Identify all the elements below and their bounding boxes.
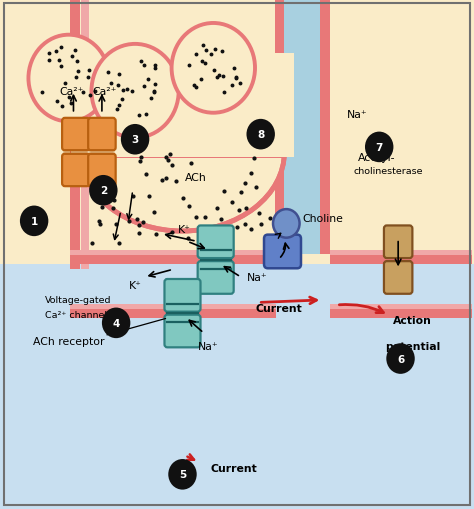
Text: 3: 3 <box>131 135 139 145</box>
Text: Ca²⁺: Ca²⁺ <box>92 87 117 97</box>
Text: K⁺: K⁺ <box>128 280 141 290</box>
FancyBboxPatch shape <box>198 262 234 294</box>
Text: Ca²⁺: Ca²⁺ <box>59 87 83 97</box>
Circle shape <box>365 132 393 163</box>
FancyBboxPatch shape <box>384 226 412 259</box>
Text: cholinesterase: cholinesterase <box>353 166 423 176</box>
Text: Current: Current <box>256 303 303 313</box>
Bar <box>76 64 289 153</box>
FancyBboxPatch shape <box>88 119 116 151</box>
Circle shape <box>89 176 118 206</box>
Bar <box>71 53 294 158</box>
Circle shape <box>121 125 149 155</box>
Text: Na⁺: Na⁺ <box>246 272 267 282</box>
Bar <box>320 0 330 254</box>
Text: K⁺: K⁺ <box>177 224 191 234</box>
Text: 7: 7 <box>375 143 383 153</box>
Text: Current: Current <box>211 463 258 473</box>
Text: Choline: Choline <box>302 214 343 224</box>
Text: Ca²⁺ channel: Ca²⁺ channel <box>45 310 107 320</box>
Text: Acetyl-: Acetyl- <box>358 153 395 163</box>
Circle shape <box>91 45 179 138</box>
Bar <box>330 304 472 309</box>
Bar <box>330 251 472 256</box>
Bar <box>330 256 472 265</box>
Bar <box>275 0 284 254</box>
Text: ACh receptor: ACh receptor <box>33 336 104 346</box>
FancyBboxPatch shape <box>164 279 201 312</box>
Circle shape <box>246 120 275 150</box>
Bar <box>283 0 320 254</box>
Bar <box>81 0 89 270</box>
Text: 5: 5 <box>179 469 186 479</box>
Bar <box>70 256 276 265</box>
FancyBboxPatch shape <box>62 119 90 151</box>
Bar <box>81 142 282 148</box>
FancyBboxPatch shape <box>384 262 412 294</box>
Circle shape <box>168 459 197 490</box>
Bar <box>330 309 472 318</box>
Circle shape <box>20 206 48 237</box>
Text: Na⁺: Na⁺ <box>347 109 368 120</box>
Circle shape <box>172 24 255 114</box>
Circle shape <box>386 344 415 374</box>
FancyBboxPatch shape <box>198 226 234 259</box>
Text: Action: Action <box>393 316 432 326</box>
Bar <box>70 304 276 309</box>
Text: potential: potential <box>385 341 440 351</box>
Bar <box>70 309 276 318</box>
Bar <box>70 0 80 270</box>
Circle shape <box>273 210 300 238</box>
Bar <box>70 251 276 256</box>
Text: ACh: ACh <box>185 173 207 183</box>
Bar <box>81 148 282 159</box>
Bar <box>0 265 474 509</box>
FancyBboxPatch shape <box>62 154 90 187</box>
FancyBboxPatch shape <box>264 235 301 269</box>
Ellipse shape <box>81 74 284 232</box>
Circle shape <box>102 308 130 338</box>
FancyBboxPatch shape <box>88 154 116 187</box>
Text: 6: 6 <box>397 354 404 364</box>
Text: Na⁺: Na⁺ <box>198 341 219 351</box>
Text: 8: 8 <box>257 130 264 140</box>
Text: 4: 4 <box>112 318 120 328</box>
Text: 1: 1 <box>30 216 38 227</box>
Text: Voltage-gated: Voltage-gated <box>45 295 111 304</box>
Text: 2: 2 <box>100 186 107 196</box>
Circle shape <box>28 36 109 122</box>
FancyBboxPatch shape <box>164 315 201 348</box>
